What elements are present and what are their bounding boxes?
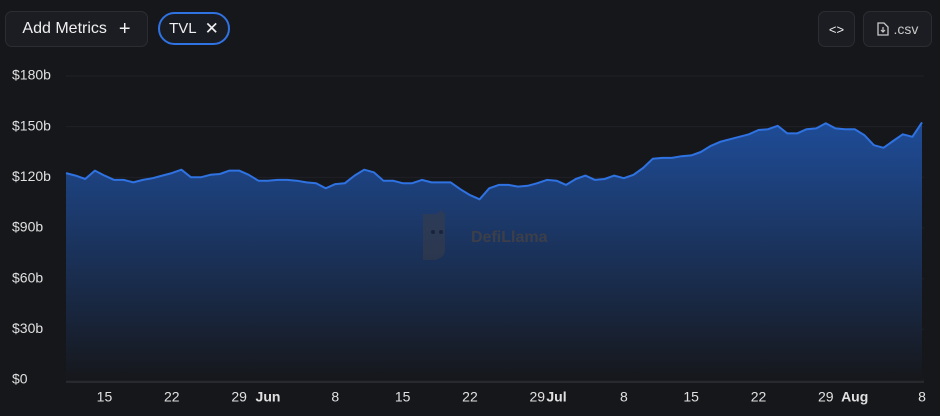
remove-icon[interactable]: ✕: [204, 18, 219, 38]
x-tick-label: 8: [918, 389, 926, 405]
x-tick-label: 15: [395, 389, 411, 405]
x-tick-label: 29: [818, 389, 834, 405]
plus-icon: +: [118, 17, 131, 40]
tvl-line: [65, 121, 923, 201]
y-tick-label: $150b: [12, 117, 51, 133]
metric-pill[interactable]: TVL ✕: [158, 12, 230, 45]
x-tick-label: 15: [97, 389, 113, 405]
x-tick-label: 8: [331, 389, 339, 405]
x-tick-label: Aug: [841, 389, 868, 405]
x-tick-label: 8: [620, 389, 628, 405]
y-tick-label: $60b: [12, 269, 43, 285]
y-tick-label: $120b: [12, 168, 51, 184]
y-tick-label: $30b: [12, 320, 43, 336]
download-icon: [876, 22, 889, 36]
x-tick-label: Jun: [256, 389, 281, 405]
x-tick-label: Jul: [546, 389, 566, 405]
watermark: [423, 210, 445, 260]
add-metrics-label: Add Metrics: [22, 20, 107, 37]
y-tick-label: $90b: [12, 219, 43, 235]
x-tick-label: 15: [683, 389, 699, 405]
x-tick-label: 22: [462, 389, 478, 405]
y-tick-label: $180b: [12, 67, 51, 83]
metric-label: TVL: [169, 20, 197, 37]
watermark-text: DefiLlama: [471, 229, 548, 246]
add-metrics-button[interactable]: Add Metrics +: [5, 11, 148, 47]
area-fill: [66, 122, 922, 381]
x-tick-label: 29: [231, 389, 247, 405]
y-tick-label: $0: [12, 371, 28, 387]
embed-button[interactable]: <>: [818, 11, 855, 47]
csv-button[interactable]: .csv: [863, 11, 932, 47]
csv-label: .csv: [893, 21, 919, 37]
x-tick-label: 22: [751, 389, 767, 405]
x-tick-label: 22: [164, 389, 180, 405]
x-tick-label: 29: [529, 389, 545, 405]
